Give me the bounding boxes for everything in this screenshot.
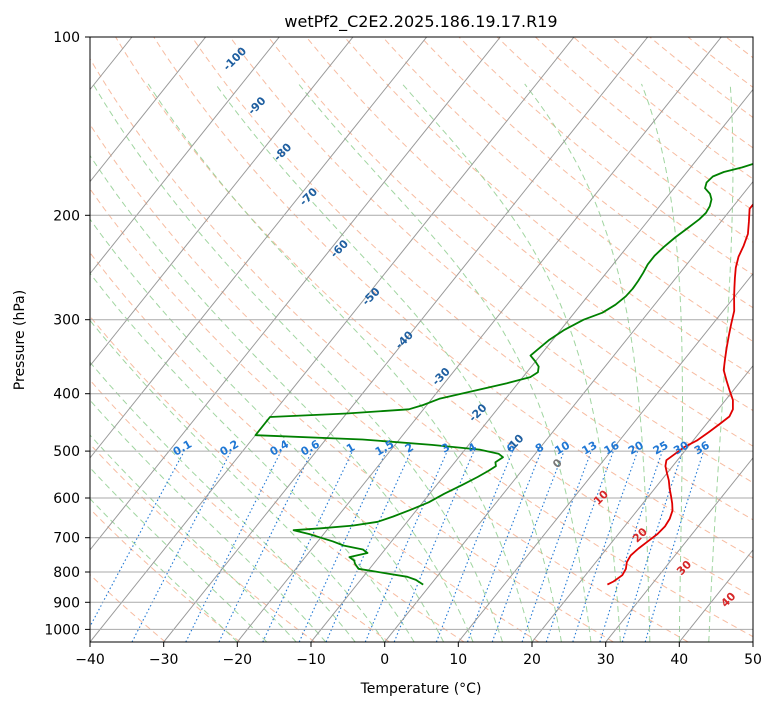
isotherm-line: [90, 37, 428, 459]
dry-adiabat-line: [115, 37, 753, 598]
moist-adiabat-line: [401, 83, 621, 642]
moist-adiabat-line: [90, 218, 445, 642]
mixing-ratio-line: [491, 450, 565, 642]
mixing-ratio-line: [435, 450, 514, 642]
dry-adiabat-line: [496, 37, 753, 243]
isotherm-line: [0, 37, 58, 642]
chart-title: wetPf2_C2E2.2025.186.19.17.R19: [284, 12, 557, 32]
isotherm-line: [90, 37, 501, 551]
grid-lines: [0, 37, 753, 642]
x-tick-label: −10: [296, 652, 326, 668]
x-axis-ticks: −40 −30 −20 −10 0 10 20 30 40 50: [75, 642, 762, 668]
isotherm-line: [236, 37, 722, 642]
temperature-profile-line: [606, 203, 753, 586]
moist-adiabat-line: [90, 467, 268, 642]
y-tick-label: 700: [53, 531, 80, 547]
moist-adiabat-line: [90, 361, 356, 642]
dry-adiabat-line: [153, 37, 753, 559]
x-tick-label: 50: [744, 652, 762, 668]
mixing-ratio-line: [325, 450, 412, 642]
x-tick-label: −20: [223, 652, 253, 668]
y-tick-label: 400: [53, 387, 80, 403]
isotherm-line: [310, 88, 753, 642]
isotherm-line: [457, 272, 753, 642]
dry-adiabat-line: [90, 443, 315, 642]
moist-adiabat-line: [90, 319, 386, 642]
y-axis-ticks: 100 200 300 400 500 600 700 800 900 1000: [44, 30, 90, 638]
moist-adiabat-line: [147, 83, 533, 642]
dry-adiabat-line: [191, 37, 753, 521]
moist-adiabat-line: [92, 83, 503, 642]
isotherm-line: [90, 37, 207, 183]
isotherm-line: [90, 37, 280, 275]
y-tick-label: 900: [53, 595, 80, 611]
moist-adiabat-line: [214, 83, 562, 642]
dry-adiabat-line: [420, 37, 753, 309]
isotherm-line: [384, 180, 753, 642]
dry-adiabat-line: [458, 37, 753, 276]
mixing-ratio-line: [521, 450, 592, 642]
plot-background: [90, 37, 753, 642]
mixing-ratio-line: [364, 450, 448, 642]
moist-adiabat-line: [298, 83, 592, 642]
moist-adiabat-line: [708, 83, 734, 642]
x-tick-label: 30: [597, 652, 615, 668]
plot-frame: [89, 36, 754, 643]
dry-adiabat-line: [267, 37, 753, 447]
dry-adiabat-line: [306, 37, 753, 412]
moist-adiabat-line: [641, 83, 683, 642]
mixing-ratio-line: [90, 450, 185, 628]
mixing-ratio-line: [545, 450, 614, 642]
mixing-ratio-line: [466, 450, 542, 642]
y-axis-label: Pressure (hPa): [12, 290, 28, 390]
dry-adiabat-line: [90, 315, 465, 642]
y-tick-label: 800: [53, 565, 80, 581]
y-tick-label: 300: [53, 313, 80, 329]
dry-adiabat-line: [90, 508, 241, 642]
dry-adiabat-line: [382, 37, 753, 342]
moist-adiabat-line: [90, 272, 415, 642]
x-tick-label: 20: [523, 652, 541, 668]
dry-adiabat-line: [90, 252, 540, 642]
series-lines: [254, 163, 753, 586]
mixing-ratio-line: [621, 450, 684, 642]
y-tick-label: 100: [53, 30, 80, 46]
isotherm-line: [163, 37, 649, 642]
y-tick-label: 200: [53, 208, 80, 224]
dry-adiabat-line: [344, 37, 753, 377]
dry-adiabat-line: [90, 188, 614, 642]
moist-adiabat-line: [524, 83, 651, 642]
y-tick-label: 1000: [44, 622, 80, 638]
isotherm-line: [531, 364, 753, 642]
isotherm-line: [90, 37, 575, 642]
y-tick-label: 500: [53, 444, 80, 460]
x-tick-label: 40: [670, 652, 688, 668]
mixing-ratio-line: [599, 450, 663, 642]
x-tick-label: 0: [380, 652, 389, 668]
moist-adiabat-line: [90, 399, 327, 642]
moist-adiabat-line: [90, 154, 474, 642]
dewpoint-profile-line: [254, 163, 753, 586]
mixing-ratio-line: [572, 450, 639, 642]
isotherm-line: [605, 457, 753, 642]
x-tick-label: 10: [449, 652, 467, 668]
dry-adiabat-line: [90, 123, 689, 642]
dry-adiabat-line: [764, 37, 775, 642]
x-tick-label: −30: [149, 652, 179, 668]
isotherm-line: [90, 37, 354, 367]
isotherm-line: [752, 641, 753, 642]
x-tick-label: −40: [75, 652, 105, 668]
dry-adiabat-line: [90, 57, 753, 638]
mixing-ratio-line: [185, 450, 282, 642]
y-tick-label: 600: [53, 491, 80, 507]
moist-adiabat-line: [90, 434, 297, 642]
x-axis-label: Temperature (°C): [360, 681, 482, 697]
